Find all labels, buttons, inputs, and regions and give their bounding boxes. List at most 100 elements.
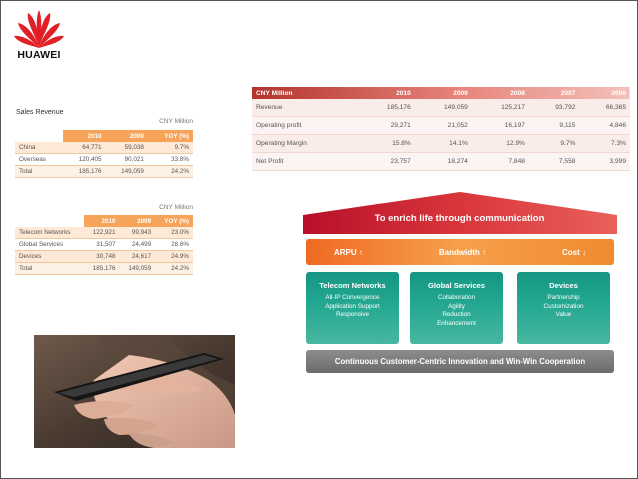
table-header-row: 2010 2009 YOY (%) bbox=[15, 130, 193, 142]
huawei-petals-icon bbox=[14, 10, 64, 48]
pillar-item: Agility bbox=[448, 302, 465, 310]
table-header-cell: YOY (%) bbox=[147, 130, 193, 142]
table-cell: 24.2% bbox=[147, 165, 193, 178]
table-row: Revenue 185,176 149,059 125,217 93,792 6… bbox=[252, 99, 630, 117]
pillar-item: All-IP Convergence bbox=[325, 294, 380, 301]
table-cell: 7,558 bbox=[528, 152, 580, 171]
table-cell: 185,176 bbox=[63, 165, 106, 178]
pillar-title: Global Services bbox=[428, 281, 485, 290]
value-drivers-bar: ARPU ↑ Bandwidth ↑ Cost ↓ bbox=[306, 239, 614, 265]
table-cell: 18,274 bbox=[414, 152, 472, 171]
table-cell: 66,365 bbox=[579, 99, 630, 117]
table-header-cell: 2010 bbox=[83, 215, 120, 227]
table-cell: 15.8% bbox=[357, 134, 415, 153]
table-header-cell: 2006 bbox=[611, 89, 626, 97]
sales-revenue-table: 2010 2009 YOY (%) China 64,771 59,038 9.… bbox=[15, 130, 193, 178]
table-cell: 33.8% bbox=[147, 153, 193, 166]
table-header-cell bbox=[15, 130, 63, 142]
cost-label: Cost ↓ bbox=[562, 247, 586, 257]
table-cell: 149,059 bbox=[414, 99, 472, 117]
table-header-cell: 2010 bbox=[396, 89, 411, 97]
table-cell: 120,405 bbox=[63, 153, 106, 166]
table-cell: 16,197 bbox=[471, 116, 529, 135]
table-cell: Operating profit bbox=[252, 116, 358, 135]
pillar-item: Enhancement bbox=[437, 319, 476, 327]
table-cell: 21,052 bbox=[414, 116, 472, 135]
table-cell: Devices bbox=[15, 250, 84, 263]
strategy-foundation: Continuous Customer-Centric Innovation a… bbox=[306, 350, 614, 373]
table-cell: China bbox=[15, 142, 64, 154]
segment-table-unit: CNY Million bbox=[159, 204, 193, 211]
table-cell: 122,921 bbox=[83, 227, 120, 239]
table-row-total: Total 185,176 149,059 24.2% bbox=[15, 262, 193, 275]
pillar-item: Reduction bbox=[442, 311, 471, 319]
table-cell: 90,021 bbox=[105, 153, 148, 166]
segment-revenue-table: 2010 2009 YOY (%) Telecom Networks 122,9… bbox=[15, 215, 193, 275]
table-cell: 149,059 bbox=[105, 165, 148, 178]
table-cell: 7.3% bbox=[579, 134, 630, 153]
table-cell: 3,999 bbox=[579, 152, 630, 171]
table-cell: 23,757 bbox=[357, 152, 415, 171]
table-cell: 185,176 bbox=[83, 262, 120, 275]
table-cell: 9.7% bbox=[528, 134, 580, 153]
pillar-telecom-networks: Telecom Networks All-IP Convergence Appl… bbox=[306, 272, 399, 344]
pillar-item: Application Support bbox=[325, 302, 380, 310]
table-header-row: 2010 2009 YOY (%) bbox=[15, 215, 193, 227]
table-header-cell bbox=[15, 215, 84, 227]
table-cell: 99,943 bbox=[119, 227, 156, 239]
table-cell: Operating Margin bbox=[252, 134, 358, 153]
pillar-devices: Devices Partnership Customization Value bbox=[517, 272, 610, 344]
table-header-cell: 2009 bbox=[453, 89, 468, 97]
pillar-title: Telecom Networks bbox=[319, 281, 386, 290]
table-cell: 64,771 bbox=[63, 142, 106, 154]
table-row: Operating profit 29,271 21,052 16,197 9,… bbox=[252, 116, 630, 135]
table-row-total: Total 185,176 149,059 24.2% bbox=[15, 165, 193, 178]
bandwidth-label: Bandwidth ↑ bbox=[438, 247, 486, 257]
table-row: Telecom Networks 122,921 99,943 23.0% bbox=[15, 227, 193, 239]
huawei-logo: HUAWEI bbox=[9, 8, 69, 61]
table-cell: Telecom Networks bbox=[15, 227, 84, 239]
pillar-item: Partnership bbox=[547, 294, 580, 301]
financial-summary-table: CNY Million 2010 2009 2008 2007 2006 Rev… bbox=[252, 87, 630, 171]
table-cell: 9,115 bbox=[528, 116, 580, 135]
table-cell: Total bbox=[15, 262, 84, 275]
pillar-item: Responsive bbox=[336, 311, 369, 319]
table-cell: 185,176 bbox=[357, 99, 415, 117]
table-row: Operating Margin 15.8% 14.1% 12.9% 9.7% … bbox=[252, 134, 630, 153]
table-cell: 7,848 bbox=[471, 152, 529, 171]
table-row: China 64,771 59,038 9.7% bbox=[15, 142, 193, 154]
strategy-roof bbox=[303, 192, 617, 234]
table-header-cell: 2009 bbox=[105, 130, 148, 142]
table-row: Net Profit 23,757 18,274 7,848 7,558 3,9… bbox=[252, 152, 630, 171]
pillar-item: Collaboration bbox=[437, 294, 476, 301]
table-cell: 24,617 bbox=[119, 250, 156, 263]
table-header-cell: CNY Million bbox=[256, 89, 293, 97]
table-cell: 125,217 bbox=[471, 99, 529, 117]
table-header-cell: 2008 bbox=[510, 89, 525, 97]
table-cell: Global Services bbox=[15, 238, 84, 251]
strategy-vision-text: To enrich life through communication bbox=[374, 213, 545, 224]
table-cell: 24.2% bbox=[155, 262, 193, 275]
pillar-global-services: Global Services Collaboration Agility Re… bbox=[410, 272, 503, 344]
sales-table-title: Sales Revenue bbox=[16, 109, 64, 116]
table-cell: 29,271 bbox=[357, 116, 415, 135]
table-cell: 93,792 bbox=[528, 99, 580, 117]
table-cell: 4,846 bbox=[579, 116, 630, 135]
table-cell: 24,499 bbox=[119, 238, 156, 251]
table-cell: 9.7% bbox=[147, 142, 193, 154]
logo-wordmark: HUAWEI bbox=[17, 49, 61, 61]
table-header-cell: YOY (%) bbox=[155, 215, 193, 227]
pillar-item: Value bbox=[555, 311, 572, 319]
table-row: Global Services 31,507 24,499 28.6% bbox=[15, 238, 193, 251]
sales-table-unit: CNY Million bbox=[159, 118, 193, 125]
table-header-cell: 2009 bbox=[119, 215, 156, 227]
table-cell: 149,059 bbox=[119, 262, 156, 275]
table-header-cell: 2007 bbox=[560, 89, 576, 97]
table-cell: Total bbox=[15, 165, 64, 178]
pillar-item: Customization bbox=[543, 302, 584, 310]
table-cell: 24.9% bbox=[155, 250, 193, 263]
arpu-label: ARPU ↑ bbox=[334, 247, 363, 257]
table-cell: 28.6% bbox=[155, 238, 193, 251]
phone-in-hand-photo bbox=[34, 335, 235, 448]
